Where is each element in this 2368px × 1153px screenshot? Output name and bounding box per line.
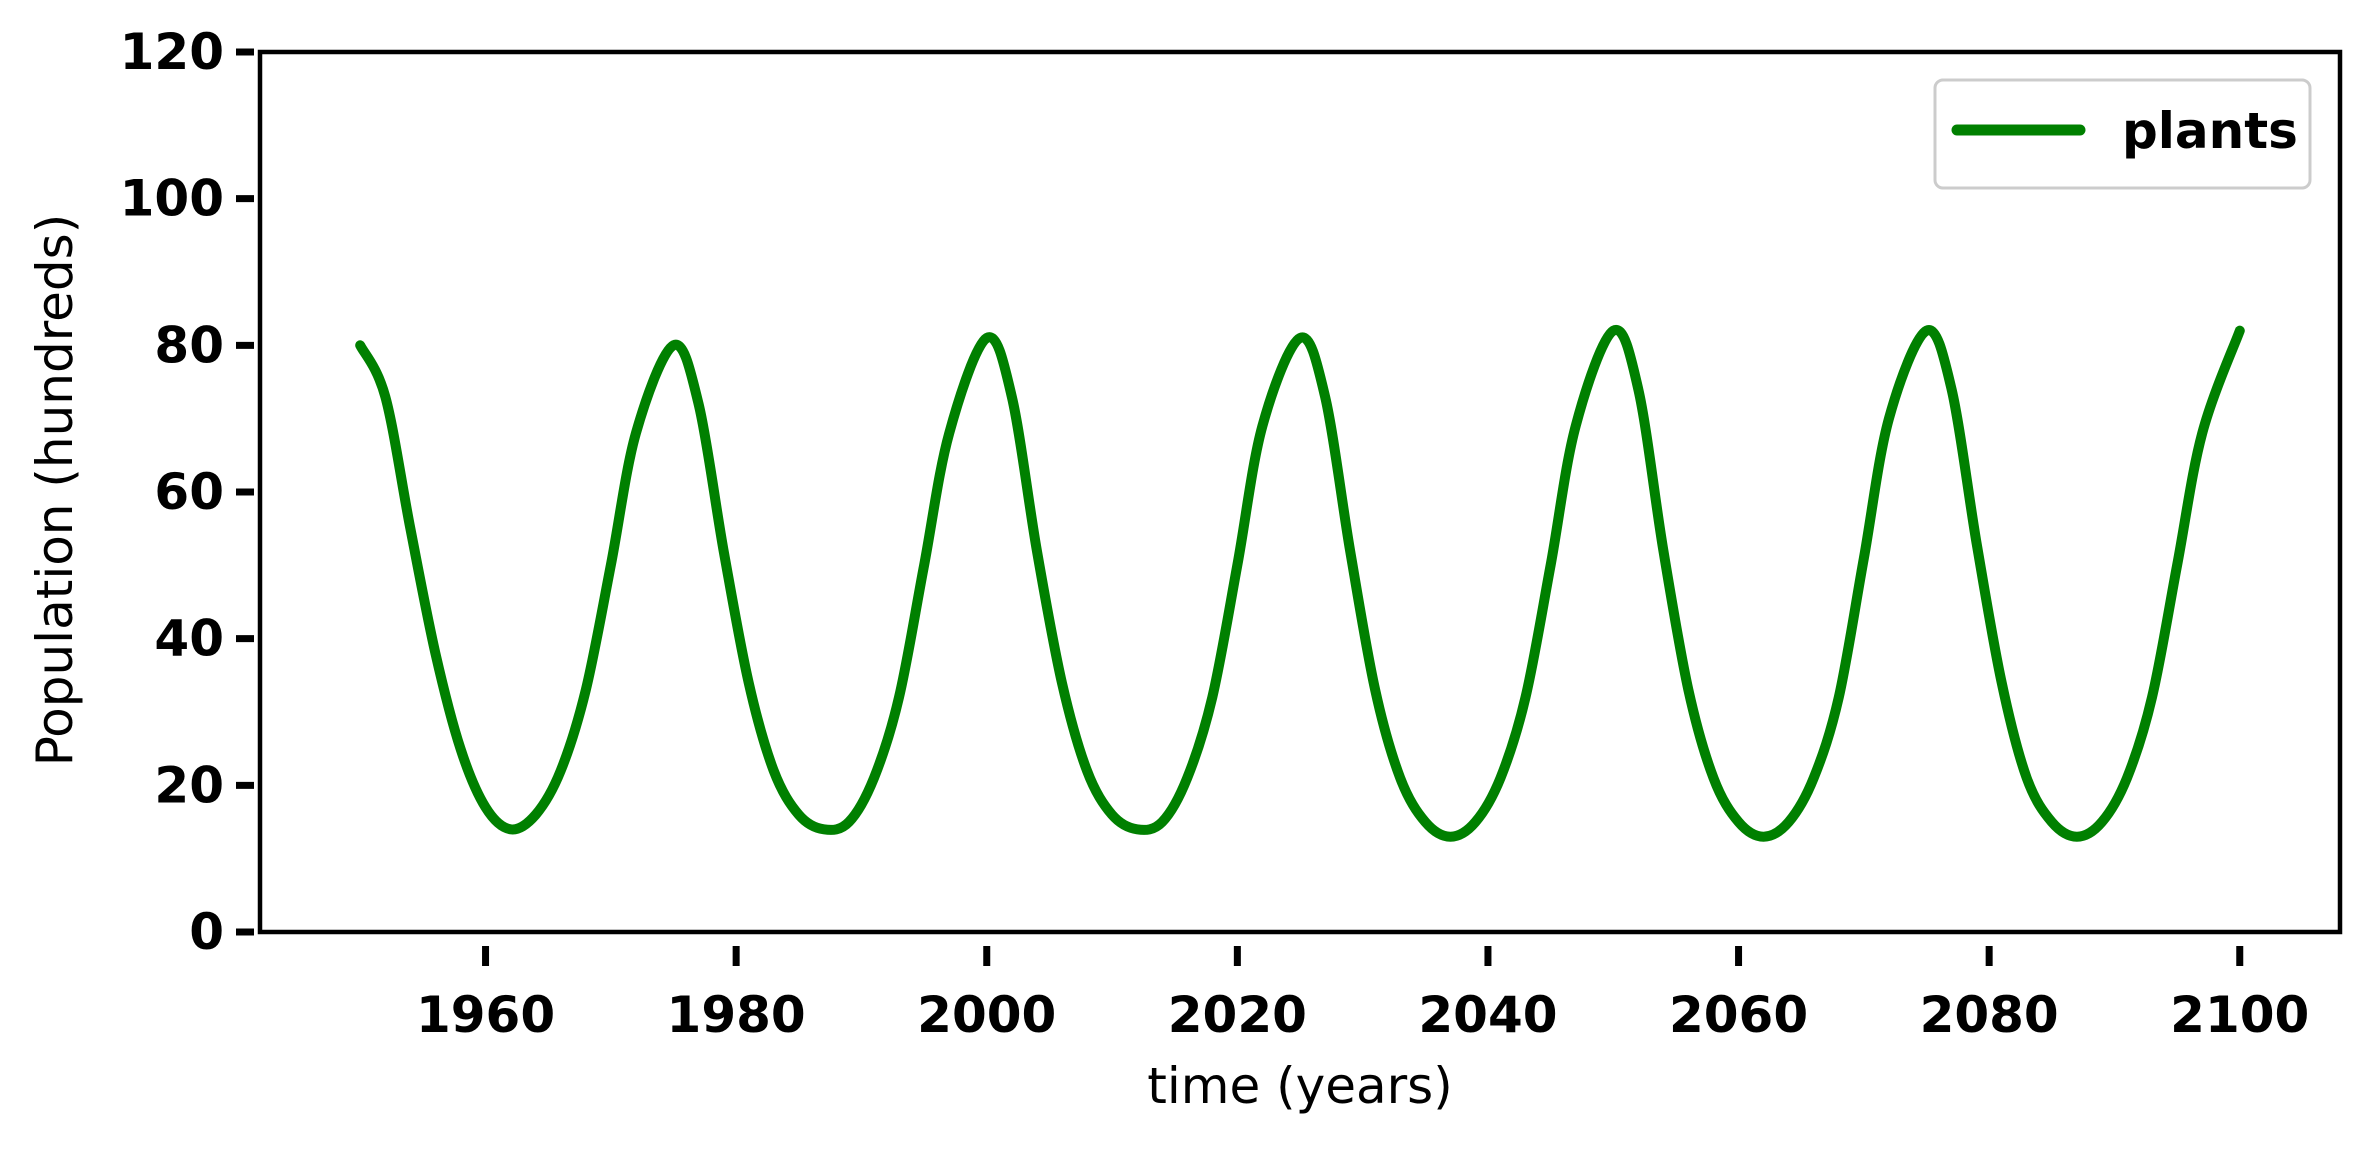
- y-tick-label: 120: [120, 23, 224, 81]
- x-tick-label: 2100: [2170, 986, 2309, 1044]
- y-tick-label: 80: [154, 316, 224, 374]
- plot-frame: [257, 49, 2343, 935]
- x-tick-label: 1960: [416, 986, 555, 1044]
- legend-box: [1933, 78, 2312, 190]
- y-tick-label: 60: [154, 463, 224, 521]
- y-axis-label: Population (hundreds): [26, 214, 84, 766]
- y-tick-label: 20: [154, 756, 224, 814]
- y-tick-label: 0: [189, 903, 224, 961]
- series-line-plants: [355, 324, 2245, 842]
- y-tick-label: 100: [120, 170, 224, 228]
- series-layer: [355, 324, 2245, 842]
- y-tick-label: 40: [154, 610, 224, 668]
- legend-label-plants: plants: [2122, 102, 2298, 160]
- x-tick-label: 1980: [667, 986, 806, 1044]
- legend: plants: [1933, 78, 2312, 190]
- x-tick-label: 2000: [917, 986, 1056, 1044]
- x-axis-ticks: 1960 1980 2000 2020 2040 2060 2080 2100: [416, 946, 2309, 1044]
- x-tick-label: 2040: [1418, 986, 1557, 1044]
- x-axis-label: time (years): [1147, 1057, 1452, 1115]
- x-tick-label: 2060: [1669, 986, 1808, 1044]
- y-axis-ticks: 0 20 40 60 80 100 120: [120, 23, 254, 961]
- x-tick-label: 2080: [1920, 986, 2059, 1044]
- x-tick-label: 2020: [1168, 986, 1307, 1044]
